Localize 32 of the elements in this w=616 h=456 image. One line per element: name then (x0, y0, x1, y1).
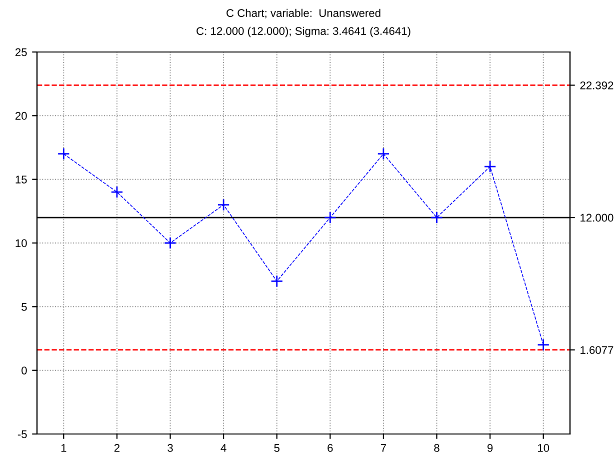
y-tick-label: 5 (22, 303, 27, 311)
point (57, 148, 70, 160)
y-tick-label: 20 (15, 112, 27, 120)
x-tick-label: 4 (220, 444, 226, 452)
point (377, 148, 390, 160)
ref-line-label: 12.000 (580, 214, 614, 222)
point (430, 211, 443, 224)
x-tick-label: 5 (274, 444, 280, 452)
y-tick-label: 10 (16, 239, 27, 248)
point (217, 198, 230, 212)
y-tick-label: -5 (18, 430, 27, 438)
x-tick-label: 7 (380, 444, 386, 452)
x-tick-label: 8 (434, 444, 440, 452)
point (537, 338, 550, 352)
y-tick-label: 0 (22, 366, 27, 374)
ref-line-label: 22.392 (580, 81, 614, 90)
x-tick-label: 9 (487, 444, 493, 452)
x-tick-label: 6 (328, 444, 333, 452)
x-tick-label: 2 (114, 444, 120, 452)
x-tick-label: 1 (61, 444, 66, 452)
y-tick-label: 15 (16, 176, 27, 184)
y-tick-label: 25 (15, 48, 27, 56)
chart-subtitle: C: 12.000 (12.000); Sigma: 3.4641 (3.4641) (196, 26, 410, 38)
x-tick-label: 3 (168, 444, 173, 452)
point (484, 160, 496, 173)
point (164, 236, 176, 250)
x-tick-label: 10 (538, 444, 550, 452)
point (324, 211, 336, 224)
chart-title: C Chart; variable: Unanswered (226, 8, 380, 18)
point (110, 186, 124, 198)
ref-line-label: 1.6077 (580, 346, 614, 354)
point (270, 274, 284, 288)
